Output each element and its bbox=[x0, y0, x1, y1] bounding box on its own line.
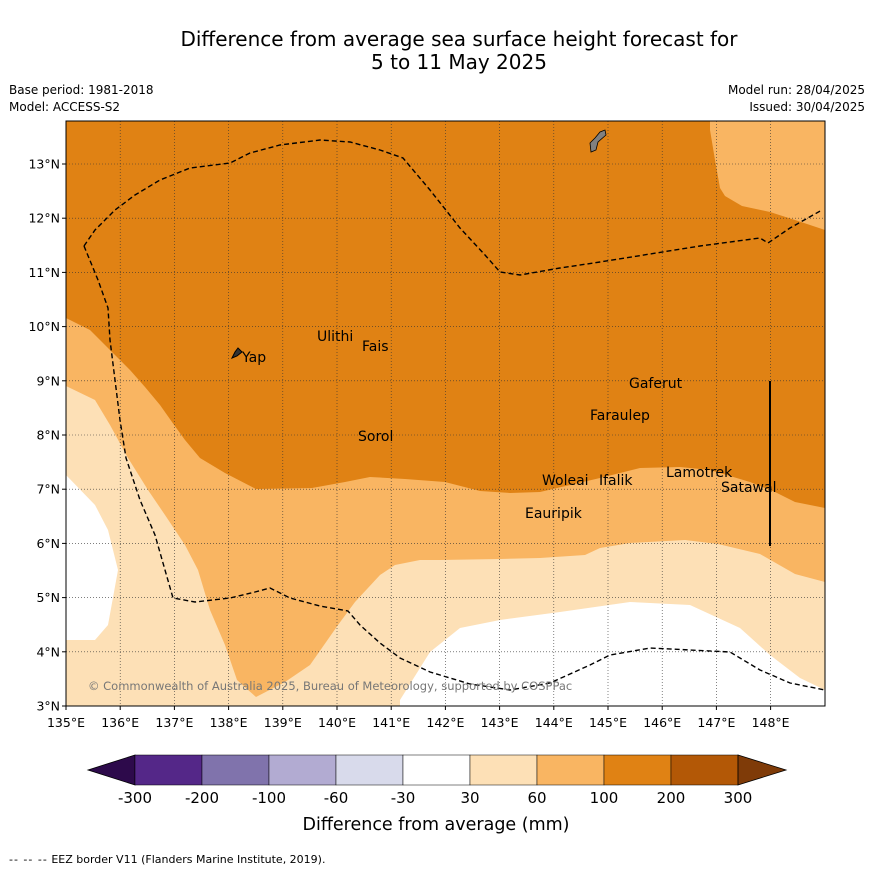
lon-tick-label: 144°E bbox=[535, 715, 573, 730]
lon-tick-label: 138°E bbox=[210, 715, 248, 730]
model-run: Model run: 28/04/2025 bbox=[727, 83, 865, 97]
lat-tick-label: 10°N bbox=[28, 319, 60, 334]
lon-tick-label: 136°E bbox=[101, 715, 139, 730]
place-faraulep: Faraulep bbox=[590, 408, 650, 424]
colorbar-tick-label: 200 bbox=[657, 789, 686, 807]
band-100-200 bbox=[66, 121, 825, 508]
colorbar-segment bbox=[670, 754, 739, 786]
colorbar-segment bbox=[201, 754, 270, 786]
colorbar-extend-high bbox=[737, 754, 788, 786]
place-woleai: Woleai bbox=[542, 473, 589, 489]
place-satawal: Satawal bbox=[721, 480, 776, 496]
lat-tick-label: 9°N bbox=[36, 373, 60, 388]
colorbar-tick-label: 300 bbox=[724, 789, 753, 807]
footer-legend: -- -- -- EEZ border V11 (Flanders Marine… bbox=[9, 853, 325, 866]
place-gaferut: Gaferut bbox=[629, 376, 683, 392]
lat-tick-label: 11°N bbox=[28, 265, 60, 280]
lon-tick-label: 140°E bbox=[318, 715, 356, 730]
eez-border-line bbox=[83, 139, 823, 276]
eez-legend-dashes: -- -- -- bbox=[9, 853, 48, 866]
colorbar-segment bbox=[335, 754, 404, 786]
title-line-2: 5 to 11 May 2025 bbox=[371, 50, 547, 74]
lat-tick-label: 7°N bbox=[36, 482, 60, 497]
colorbar-tick-label: -60 bbox=[324, 789, 349, 807]
colorbar-extend-low bbox=[86, 754, 136, 786]
lat-tick-label: 8°N bbox=[36, 428, 60, 443]
colorbar-segment bbox=[536, 754, 605, 786]
colorbar-tick-label: 60 bbox=[527, 789, 546, 807]
lat-tick-label: 5°N bbox=[36, 590, 60, 605]
colorbar-segment bbox=[469, 754, 538, 786]
map-title: Difference from average sea surface heig… bbox=[0, 28, 873, 74]
place-labels: Yap Ulithi Fais Gaferut Faraulep Sorol W… bbox=[241, 329, 776, 522]
lat-tick-label: 3°N bbox=[36, 699, 60, 714]
copyright-notice: © Commonwealth of Australia 2025, Bureau… bbox=[88, 679, 572, 693]
place-eauripik: Eauripik bbox=[525, 506, 583, 522]
colorbar-segment bbox=[402, 754, 471, 786]
guam-island bbox=[589, 129, 607, 153]
lon-tick-label: 147°E bbox=[697, 715, 735, 730]
lon-tick-label: 145°E bbox=[589, 715, 627, 730]
lat-tick-label: 4°N bbox=[36, 644, 60, 659]
lat-axis: 13°N 12°N 11°N 10°N 9°N 8°N 7°N 6°N 5°N 4°N 3°N bbox=[28, 157, 60, 714]
lat-tick-label: 13°N bbox=[28, 157, 60, 172]
map-frame bbox=[65, 120, 826, 707]
colorbar-tick-label: 100 bbox=[590, 789, 619, 807]
lon-tick-label: 141°E bbox=[372, 715, 410, 730]
yap-island bbox=[230, 347, 243, 359]
colorbar-tick-label: -100 bbox=[252, 789, 286, 807]
colorbar bbox=[86, 754, 788, 786]
lon-tick-label: 148°E bbox=[752, 715, 790, 730]
place-ifalik: Ifalik bbox=[599, 473, 633, 489]
issued-date: Issued: 30/04/2025 bbox=[749, 100, 865, 114]
model-name: Model: ACCESS-S2 bbox=[9, 100, 121, 114]
colorbar-label: Difference from average (mm) bbox=[302, 815, 569, 835]
lon-tick-label: 143°E bbox=[481, 715, 519, 730]
place-lamotrek: Lamotrek bbox=[666, 465, 733, 481]
lat-tick-label: 6°N bbox=[36, 536, 60, 551]
meta-left: Base period: 1981-2018 Model: ACCESS-S2 bbox=[9, 82, 154, 116]
place-sorol: Sorol bbox=[358, 429, 393, 445]
place-fais: Fais bbox=[362, 339, 389, 355]
meta-right: Model run: 28/04/2025 Issued: 30/04/2025 bbox=[728, 82, 865, 116]
lon-tick-label: 135°E bbox=[47, 715, 85, 730]
colorbar-segment bbox=[268, 754, 337, 786]
colorbar-tick-label: -200 bbox=[185, 789, 219, 807]
colorbar-segment bbox=[134, 754, 203, 786]
lon-tick-label: 146°E bbox=[643, 715, 681, 730]
colorbar-segment bbox=[603, 754, 672, 786]
lat-tick-label: 12°N bbox=[28, 211, 60, 226]
title-line-1: Difference from average sea surface heig… bbox=[180, 27, 738, 51]
colorbar-tick-label: 30 bbox=[460, 789, 479, 807]
eez-borders bbox=[83, 139, 825, 691]
grid-lines bbox=[62, 121, 825, 710]
eez-border-line-west bbox=[83, 245, 825, 691]
land-features bbox=[230, 129, 607, 359]
colorbar-ticks: -300 -200 -100 -60 -30 30 60 100 200 300 bbox=[118, 789, 752, 807]
lon-axis: 135°E 136°E 137°E 138°E 139°E 140°E 141°E 142°E… bbox=[47, 715, 790, 730]
band-60-100-northeast bbox=[710, 121, 825, 230]
lon-tick-label: 137°E bbox=[155, 715, 193, 730]
place-ulithi: Ulithi bbox=[317, 329, 353, 345]
base-period: Base period: 1981-2018 bbox=[9, 83, 154, 97]
lon-tick-label: 142°E bbox=[426, 715, 464, 730]
lon-tick-label: 139°E bbox=[264, 715, 302, 730]
colorbar-tick-label: -300 bbox=[118, 789, 152, 807]
colorbar-tick-label: -30 bbox=[391, 789, 416, 807]
place-yap: Yap bbox=[241, 350, 266, 366]
eez-legend-text: EEZ border V11 (Flanders Marine Institut… bbox=[51, 853, 326, 866]
